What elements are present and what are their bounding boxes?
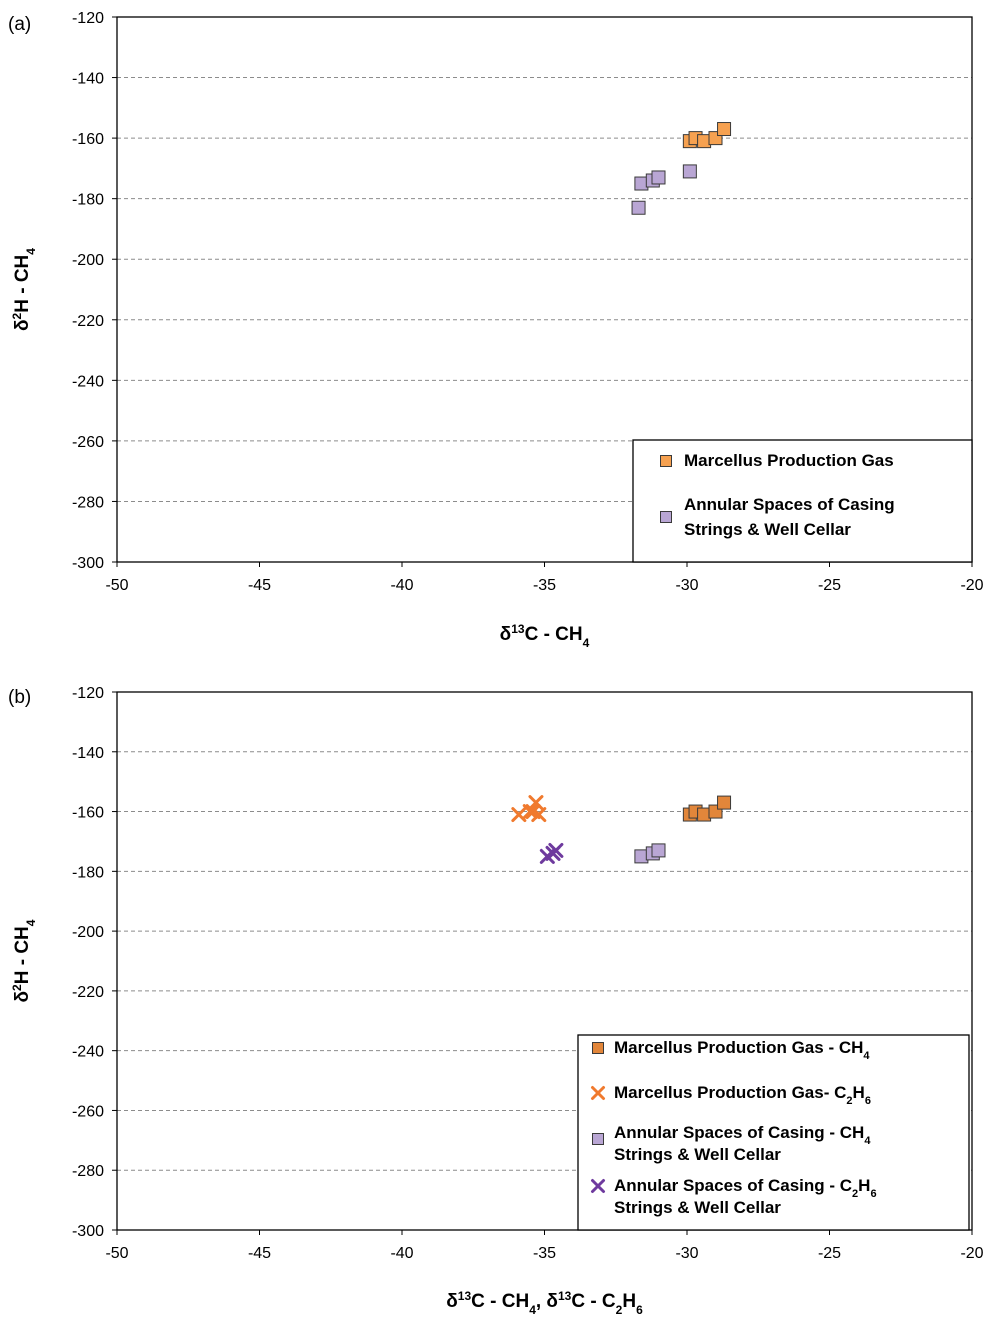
panel-a-label: (a): [8, 14, 31, 35]
panel-b-series-2-point: [511, 807, 527, 823]
panel-b-x-tick-label: -30: [675, 1245, 698, 1262]
panel-a-x-tick-label: -20: [960, 577, 983, 594]
panel-b-legend-label-3: Strings & Well Cellar: [614, 1145, 781, 1164]
panel-b-legend-label-4: Strings & Well Cellar: [614, 1198, 781, 1217]
panel-a-x-tick-label: -35: [533, 577, 556, 594]
panel-b-y-tick-label: -220: [72, 984, 104, 1001]
panel-a-y-tick-label: -200: [72, 252, 104, 269]
panel-b-legend-label-4: Annular Spaces of Casing - C2H6: [614, 1176, 877, 1200]
panel-a-series-2-point: [682, 164, 697, 179]
panel-b-x-tick-label: -25: [818, 1245, 841, 1262]
panel-b-x-tick-label: -35: [533, 1245, 556, 1262]
panel-a-y-tick-label: -300: [72, 555, 104, 572]
panel-a-x-tick-label: -25: [818, 577, 841, 594]
panel-b-x-tick-label: -50: [105, 1245, 128, 1262]
panel-a-x-tick-label: -45: [248, 577, 271, 594]
panel-a-y-tick-label: -180: [72, 192, 104, 209]
panel-b-x-tick-label: -45: [248, 1245, 271, 1262]
panel-a-legend-marker-1: [660, 455, 672, 467]
panel-a-series-2-point: [631, 200, 646, 215]
panel-a-y-tick-label: -160: [72, 131, 104, 148]
panel-a-x-tick-label: -40: [390, 577, 413, 594]
panel-a-y-tick-label: -280: [72, 494, 104, 511]
panel-b-legend: [577, 1034, 970, 1231]
panel-b-y-tick-label: -120: [72, 685, 104, 702]
panel-b-y-tick-label: -160: [72, 805, 104, 822]
panel-a-y-tick-label: -140: [72, 71, 104, 88]
panel-a-series-1-point: [717, 122, 732, 137]
panel-b-legend-label-3: Annular Spaces of Casing - CH4: [614, 1123, 871, 1147]
panel-b-y-tick-label: -300: [72, 1223, 104, 1240]
panel-a-y-tick-label: -220: [72, 313, 104, 330]
panel-a-legend-label-2: Strings & Well Cellar: [684, 520, 851, 539]
panel-b-y-tick-label: -240: [72, 1044, 104, 1061]
panel-b-series-1-point: [717, 795, 732, 810]
panel-a-legend-label-2: Annular Spaces of Casing: [684, 495, 895, 514]
panel-a-legend-marker-2: [660, 511, 672, 523]
panel-b-x-axis-title: δ13C - CH4, δ13C - C2H6: [446, 1289, 643, 1317]
panel-a-x-axis-title: δ13C - CH4: [500, 622, 590, 650]
panel-b-y-tick-label: -180: [72, 864, 104, 881]
panel-b-legend-marker-3: [592, 1133, 604, 1145]
panel-b-x-tick-label: -40: [390, 1245, 413, 1262]
panel-a-y-tick-label: -120: [72, 10, 104, 27]
panel-a-legend-label-1: Marcellus Production Gas: [684, 451, 894, 470]
panel-b-legend-label-1: Marcellus Production Gas - CH4: [614, 1038, 870, 1062]
panel-b-series-4-point: [548, 842, 564, 858]
panel-a-x-tick-label: -30: [675, 577, 698, 594]
panel-a-y-tick-label: -240: [72, 373, 104, 390]
panel-a-y-tick-label: -260: [72, 434, 104, 451]
panel-b-legend-label-2: Marcellus Production Gas- C2H6: [614, 1083, 871, 1107]
panel-b-y-tick-label: -200: [72, 924, 104, 941]
panel-b-series-2-point: [522, 804, 538, 820]
panel-a-series-2-point: [651, 170, 666, 185]
panel-b-legend-marker-1: [592, 1042, 604, 1054]
panel-b-y-axis-title: δ2H - CH4: [10, 919, 38, 1002]
panel-a-legend: [632, 439, 973, 563]
panel-b-y-tick-label: -280: [72, 1163, 104, 1180]
panel-b-x-tick-label: -20: [960, 1245, 983, 1262]
panel-b-y-tick-label: -140: [72, 745, 104, 762]
panel-b-series-2-point: [525, 804, 541, 820]
panel-b-y-tick-label: -260: [72, 1103, 104, 1120]
panel-a-x-tick-label: -50: [105, 577, 128, 594]
panel-a-y-axis-title: δ2H - CH4: [10, 248, 38, 331]
panel-b-label: (b): [8, 687, 31, 708]
panel-b-legend-marker-4: [591, 1179, 605, 1193]
panel-b-legend-marker-2: [591, 1086, 605, 1100]
panel-b-series-3-point: [651, 843, 666, 858]
